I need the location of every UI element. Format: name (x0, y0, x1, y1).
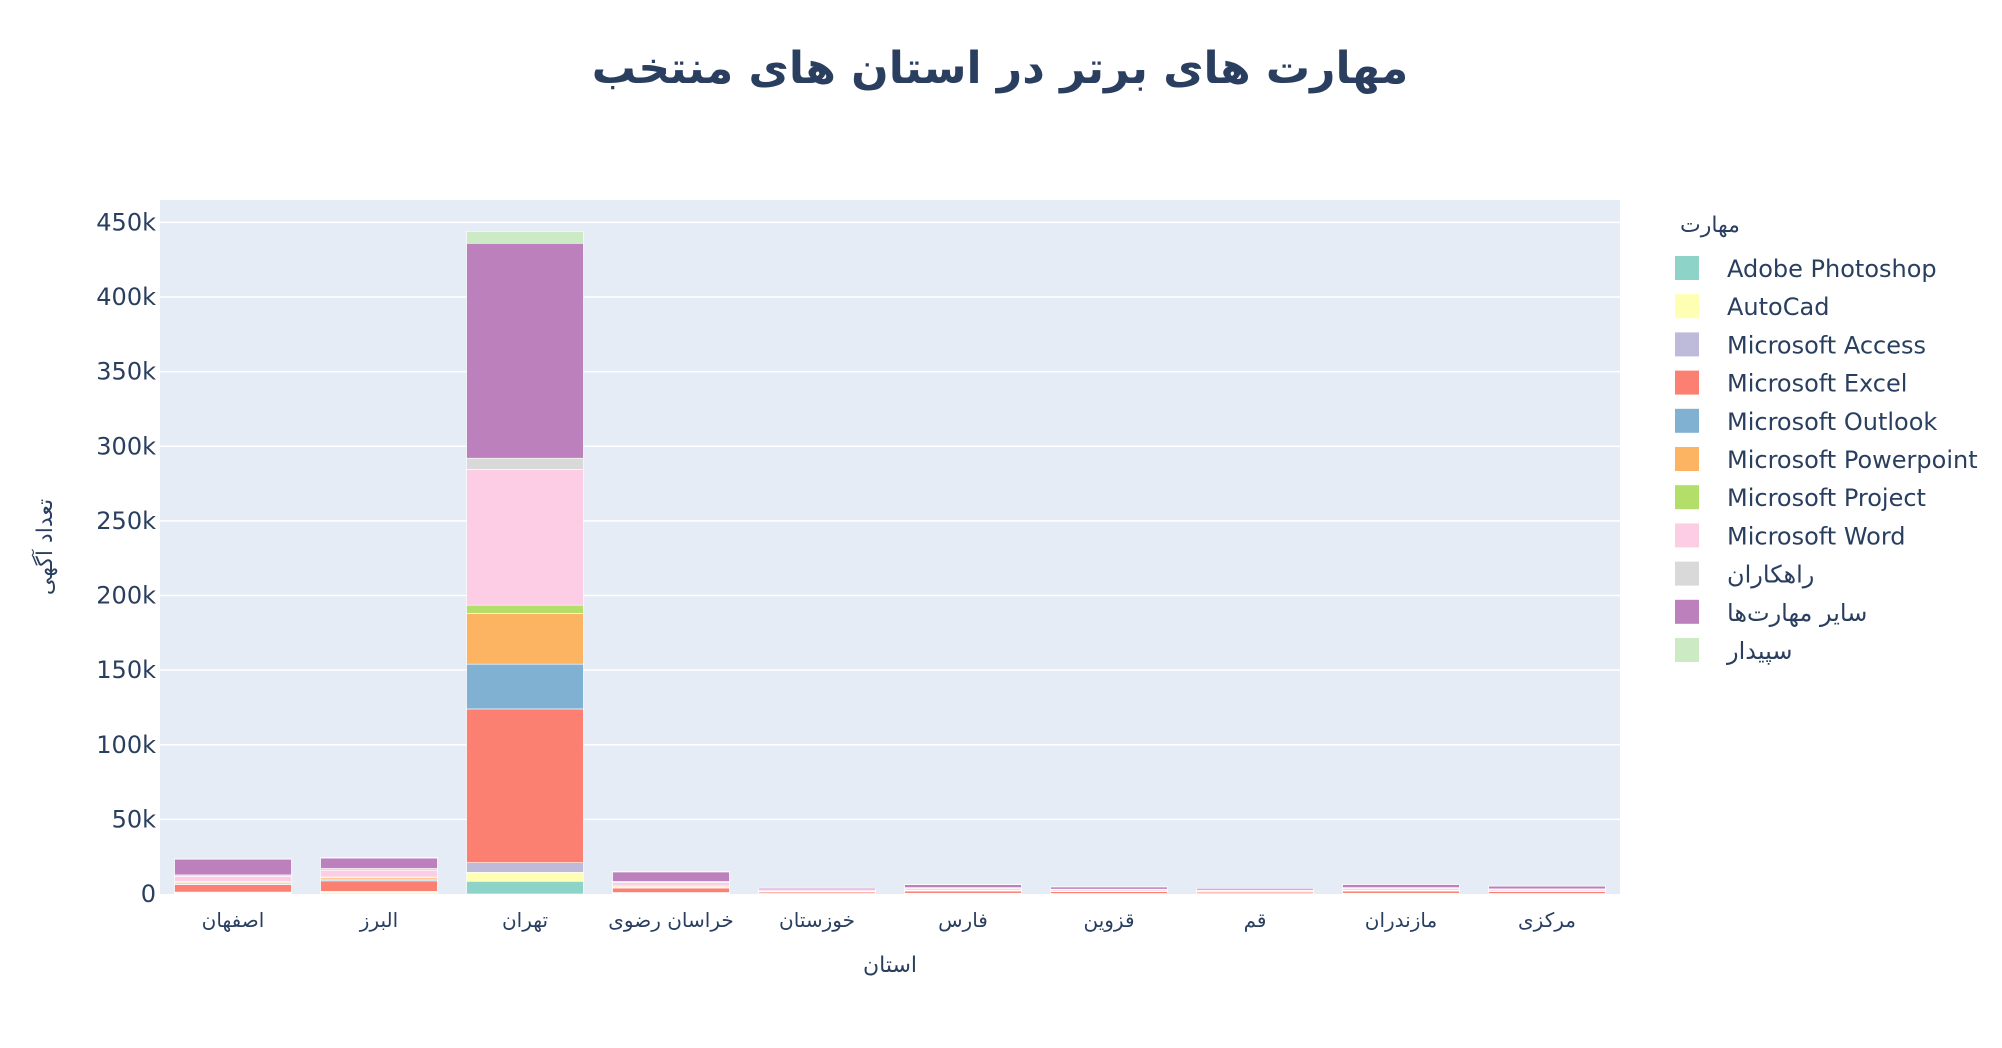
y-axis-ticks: 0 50k 100k 150k 200k 250k 300k 350k 400k 450k (96, 208, 156, 908)
legend-item-label: Microsoft Project (1727, 484, 1926, 512)
chart-title: مهارت های برتر در استان های منتخب (592, 43, 1409, 94)
bar-segment (1488, 885, 1606, 890)
legend-item-label: سپیدار (1726, 637, 1792, 665)
legend-swatch (1675, 447, 1699, 471)
bar-segment (466, 708, 584, 863)
bar-segment (466, 663, 584, 710)
bar-segment (466, 613, 584, 665)
bar-segment (466, 604, 584, 614)
x-axis-ticks: اصفهان البرز تهران خراسان رضوی خوزستان فارس قز… (202, 908, 1576, 932)
x-tick-label: قم (1244, 908, 1267, 932)
y-tick-label: 250k (96, 507, 156, 535)
bars (174, 231, 1606, 895)
legend-item-label: راهکاران (1727, 561, 1814, 589)
legend-title: مهارت (1680, 213, 1740, 238)
y-tick-label: 100k (96, 731, 156, 759)
legend-swatch (1675, 599, 1699, 624)
legend: مهارت Adobe Photoshop AutoCad Microsoft Ac… (1675, 213, 1978, 665)
legend-item-label: Adobe Photoshop (1727, 255, 1937, 283)
x-tick-label: مازندران (1365, 908, 1437, 932)
x-tick-label: البرز (359, 908, 398, 932)
legend-item-label: Microsoft Word (1727, 522, 1906, 550)
bar-segment (174, 858, 292, 876)
legend-swatch (1675, 370, 1699, 395)
bar-segment (466, 231, 584, 244)
legend-item-label: Microsoft Outlook (1727, 408, 1937, 436)
legend-swatch (1675, 485, 1699, 510)
legend-swatch (1675, 638, 1699, 662)
bar-segment (1342, 890, 1460, 894)
bar-segment (1342, 884, 1460, 888)
y-tick-label: 50k (112, 805, 157, 833)
y-tick-label: 200k (96, 582, 156, 610)
legend-item-label: Microsoft Access (1727, 331, 1926, 359)
bar-segment (904, 890, 1022, 894)
x-tick-label: قزوین (1083, 908, 1134, 932)
bar-segment (320, 880, 438, 892)
x-tick-label: فارس (938, 908, 988, 932)
x-tick-label: تهران (502, 908, 548, 932)
legend-swatch (1675, 294, 1699, 319)
bar-segment (612, 887, 730, 893)
bar-segment (466, 457, 584, 470)
legend-item-label: AutoCad (1727, 293, 1829, 321)
gridlines (160, 221, 1620, 821)
legend-item-label: سایر مهارت‌ها (1727, 599, 1867, 627)
legend-swatch (1675, 332, 1699, 357)
x-tick-label: مرکزی (1518, 908, 1576, 932)
bar-segment (904, 884, 1022, 888)
bar-segment (466, 872, 584, 882)
bar-segment (1050, 886, 1168, 890)
y-tick-label: 0 (141, 880, 156, 908)
bar-segment (612, 882, 730, 887)
legend-swatch (1675, 256, 1699, 280)
y-tick-label: 350k (96, 358, 156, 386)
legend-item-label: Microsoft Excel (1727, 370, 1907, 398)
legend-swatch (1675, 523, 1699, 548)
bar-segment (320, 869, 438, 878)
bar-segment (612, 871, 730, 882)
bar-segment (174, 884, 292, 893)
bar-segment (466, 469, 584, 606)
y-tick-label: 300k (96, 432, 156, 460)
bar-segment (174, 876, 292, 882)
y-tick-label: 150k (96, 656, 156, 684)
y-tick-label: 450k (96, 208, 156, 236)
y-axis-title: تعداد آگهی (31, 499, 58, 595)
legend-swatch (1675, 561, 1699, 586)
x-tick-label: اصفهان (202, 908, 265, 932)
bar-segment (466, 242, 584, 459)
bar-segment (320, 857, 438, 869)
legend-swatch (1675, 408, 1699, 433)
x-tick-label: خوزستان (779, 908, 855, 932)
bar-segment (466, 862, 584, 873)
legend-item-label: Microsoft Powerpoint (1727, 446, 1978, 474)
plot-area (160, 200, 1620, 894)
bar-segment (466, 881, 584, 895)
x-tick-label: خراسان رضوی (608, 908, 733, 932)
x-axis-title: استان (863, 953, 917, 978)
y-tick-label: 400k (96, 283, 156, 311)
